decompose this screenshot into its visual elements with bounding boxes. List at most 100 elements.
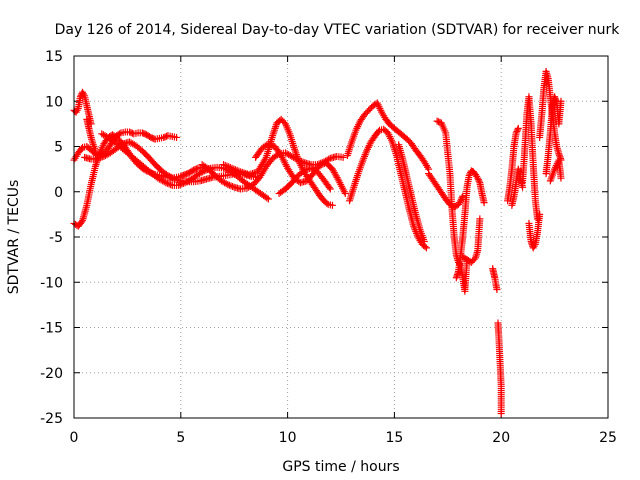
series-arc-p — [452, 167, 488, 282]
data-point — [421, 243, 429, 251]
series-arc-k — [343, 99, 433, 173]
series-arc-j — [275, 164, 334, 198]
data-point — [116, 130, 124, 138]
series-arc-y — [542, 93, 565, 178]
series-arc-i — [252, 140, 349, 198]
y-tick-label: 0 — [54, 185, 63, 201]
series-arc-h — [220, 115, 336, 209]
y-tick-label: -15 — [40, 321, 63, 337]
data-point — [77, 218, 85, 226]
data-point — [459, 192, 467, 200]
y-axis-label: SDTVAR / TECUs — [6, 180, 22, 295]
series-arc-w — [525, 210, 544, 252]
data-point — [229, 183, 237, 191]
series-arc-o — [433, 117, 471, 295]
plot-frame — [73, 55, 609, 419]
data-point — [465, 171, 473, 179]
data-point — [474, 174, 482, 182]
data-point — [199, 168, 207, 176]
y-tick-label: -10 — [40, 275, 63, 291]
series-arc-s — [494, 319, 505, 417]
data-point — [493, 285, 501, 293]
data-point — [264, 140, 272, 148]
series-arc-r — [489, 265, 501, 293]
data-point — [167, 181, 175, 189]
x-tick-label: 0 — [70, 430, 79, 446]
chart-title: Day 126 of 2014, Sidereal Day-to-day VTE… — [55, 22, 621, 38]
data-point — [323, 199, 331, 207]
data-point — [226, 163, 234, 171]
data-point — [341, 190, 349, 198]
data-point — [476, 215, 484, 223]
data-point — [263, 194, 271, 202]
series-arc-t — [504, 124, 522, 205]
data-point — [179, 179, 187, 187]
tick-labels: 0 5 10 15 20 25 -25 -20 -15 -10 -5 0 5 10 15 — [40, 49, 617, 446]
x-axis-label: GPS time / hours — [282, 459, 399, 475]
data-point — [266, 140, 274, 148]
series-arc-u — [508, 165, 527, 209]
x-tick-label: 20 — [492, 430, 510, 446]
data-point — [512, 129, 520, 137]
data-point — [475, 177, 483, 185]
series-arc-v — [519, 93, 542, 223]
data-point — [474, 176, 482, 184]
series-arc-n — [425, 170, 467, 211]
y-tick-label: -25 — [40, 411, 63, 427]
data-point — [536, 210, 544, 218]
data-point — [557, 97, 565, 105]
data-point — [233, 166, 241, 174]
data-point — [224, 181, 232, 189]
data-point — [173, 133, 181, 141]
series-arc-q — [459, 215, 484, 266]
data-point — [227, 182, 235, 190]
series-arc-z — [546, 156, 565, 185]
data-point — [225, 181, 233, 189]
x-tick-label: 25 — [599, 430, 617, 446]
data-point — [326, 185, 334, 193]
data-point — [225, 163, 233, 171]
data-point — [175, 181, 183, 189]
x-tick-label: 10 — [279, 430, 297, 446]
data-point — [339, 153, 347, 161]
data-point — [228, 164, 236, 172]
data-point — [192, 165, 200, 173]
data-point — [513, 127, 521, 135]
data-point — [231, 166, 239, 174]
series-arc-m — [395, 141, 428, 246]
y-tick-label: 10 — [45, 94, 63, 110]
data-point — [230, 165, 238, 173]
data-point — [316, 162, 324, 170]
y-tick-label: -5 — [49, 230, 63, 246]
data-point — [317, 161, 325, 169]
data-point — [325, 155, 333, 163]
data-point — [221, 161, 229, 169]
data-point — [514, 126, 522, 134]
data-point — [222, 180, 230, 188]
data-point — [223, 162, 231, 170]
series-arc-f — [98, 130, 272, 203]
data-point — [169, 174, 177, 182]
data-points — [70, 67, 565, 417]
data-point — [422, 244, 430, 252]
grid-lines — [74, 56, 608, 418]
x-tick-label: 15 — [385, 430, 403, 446]
data-point — [160, 178, 168, 186]
y-tick-label: 15 — [45, 49, 63, 65]
x-tick-label: 5 — [176, 430, 185, 446]
data-point — [557, 174, 565, 182]
data-point — [480, 199, 488, 207]
data-point — [178, 180, 186, 188]
data-point — [497, 409, 505, 417]
data-point — [264, 195, 272, 203]
data-point — [514, 124, 522, 132]
y-tick-label: 5 — [54, 140, 63, 156]
data-point — [176, 181, 184, 189]
data-point — [162, 179, 170, 187]
data-point — [420, 238, 428, 246]
data-point — [235, 167, 243, 175]
data-point — [268, 141, 276, 149]
y-tick-label: -20 — [40, 366, 63, 382]
